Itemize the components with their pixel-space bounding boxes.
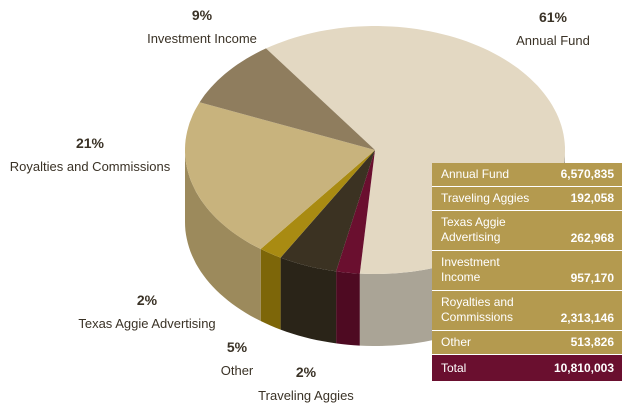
pie-slice [199, 48, 375, 150]
row-value: 262,968 [570, 231, 614, 245]
table-total: Total 10,810,003 [432, 355, 622, 381]
pie-slice [280, 150, 375, 272]
pie-side [336, 271, 360, 346]
table-row: Other 513,826 [432, 331, 622, 355]
total-value: 10,810,003 [553, 361, 614, 375]
row-value: 513,826 [570, 335, 614, 349]
row-value: 2,313,146 [560, 311, 614, 325]
table-row: Royalties and Commissions 2,313,146 [432, 291, 622, 331]
table-row: Traveling Aggies 192,058 [432, 187, 622, 211]
slice-label: Investment Income [147, 31, 257, 46]
row-name: Other [441, 335, 472, 349]
slice-label: Traveling Aggies [258, 388, 354, 403]
row-name: Annual Fund [441, 167, 510, 181]
pie-side [280, 257, 337, 344]
row-value: 957,170 [570, 271, 614, 285]
slice-percent: 2% [296, 364, 317, 380]
pie-side [260, 249, 281, 330]
slice-percent: 21% [76, 135, 105, 151]
slice-label: Other [221, 363, 254, 378]
slice-label: Annual Fund [516, 33, 590, 48]
row-value: 192,058 [570, 191, 614, 205]
slice-percent: 5% [227, 339, 248, 355]
pie-side [185, 150, 261, 321]
table-row: Annual Fund 6,570,835 [432, 163, 622, 187]
row-name: Royalties and Commissions [441, 295, 514, 324]
slice-percent: 2% [137, 292, 158, 308]
pie-slice [336, 150, 375, 274]
slice-percent: 61% [539, 9, 568, 25]
row-name: Investment Income [441, 255, 500, 284]
data-table: Annual Fund 6,570,835 Traveling Aggies 192… [432, 163, 622, 381]
row-value: 6,570,835 [560, 167, 614, 181]
table-row: Investment Income 957,170 [432, 251, 622, 291]
row-name: Traveling Aggies [441, 191, 530, 205]
row-name: Texas Aggie Advertising [441, 215, 506, 244]
slice-label: Texas Aggie Advertising [78, 316, 215, 331]
pie-slice [185, 102, 375, 249]
slice-percent: 9% [192, 7, 213, 23]
total-name: Total [441, 361, 467, 375]
pie-slice [260, 150, 375, 258]
slice-label: Royalties and Commissions [10, 159, 171, 174]
table-row: Texas Aggie Advertising 262,968 [432, 211, 622, 251]
